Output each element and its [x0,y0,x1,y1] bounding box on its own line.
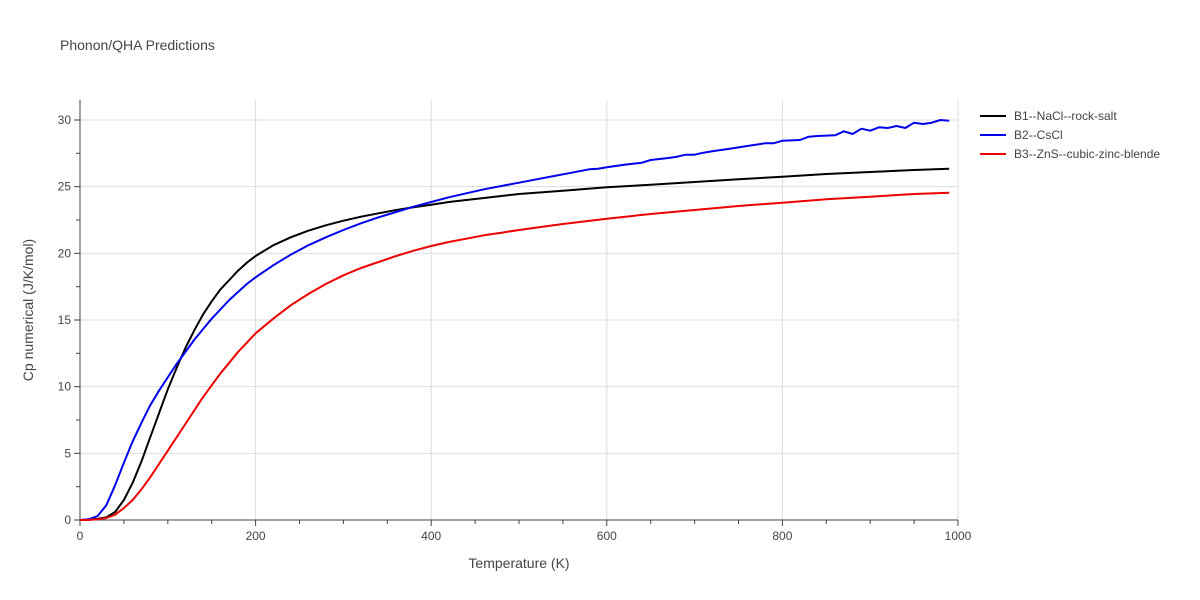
chart-title: Phonon/QHA Predictions [60,37,215,53]
x-tick-label: 400 [421,529,441,543]
y-axis-label: Cp numerical (J/K/mol) [20,239,36,381]
x-axis-label: Temperature (K) [468,555,569,571]
y-tick-label: 0 [64,513,71,527]
legend[interactable]: B1--NaCl--rock-salt B2--CsCl B3--ZnS--cubi… [980,106,1160,163]
legend-swatch [980,133,1006,136]
legend-swatch [980,114,1006,117]
legend-label: B3--ZnS--cubic-zinc-blende [1014,146,1161,161]
y-tick-label: 25 [58,180,72,194]
legend-label: B2--CsCl [1014,127,1063,142]
legend-swatch [980,152,1006,155]
legend-label: B1--NaCl--rock-salt [1014,108,1117,123]
x-tick-label: 1000 [945,529,972,543]
series-line-2 [79,119,950,521]
x-tick-label: 0 [77,529,84,543]
series-line-1 [79,167,950,521]
series-line-3 [79,191,950,521]
y-tick-label: 10 [58,380,72,394]
x-tick-label: 800 [772,529,792,543]
legend-item-1[interactable]: B1--NaCl--rock-salt [980,106,1160,125]
x-tick-label: 200 [246,529,266,543]
legend-item-2[interactable]: B2--CsCl [980,125,1160,144]
y-tick-label: 5 [64,446,71,460]
x-tick-label: 600 [597,529,617,543]
y-tick-label: 15 [58,313,72,327]
legend-item-3[interactable]: B3--ZnS--cubic-zinc-blende [980,144,1160,163]
y-tick-label: 30 [58,113,72,127]
y-tick-label: 20 [58,246,72,260]
